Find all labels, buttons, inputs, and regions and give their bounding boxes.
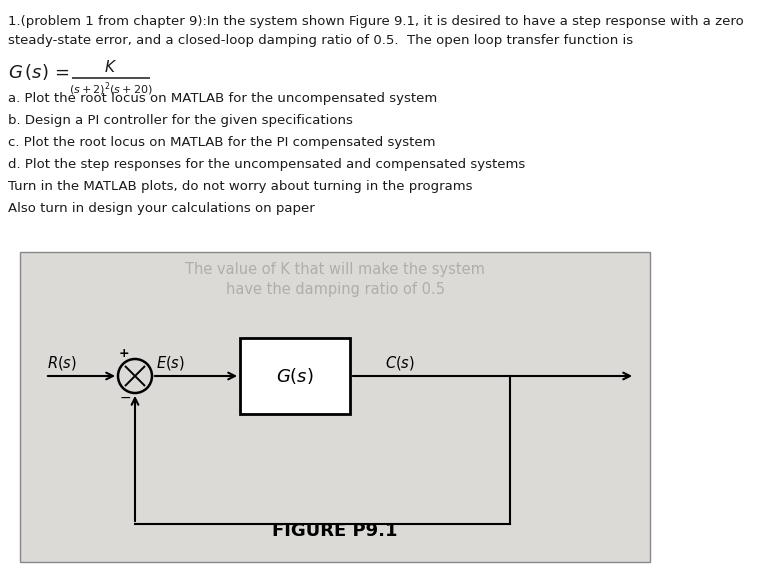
Text: +: + [119,347,130,360]
Bar [240,338,350,414]
Text: −: − [120,391,132,405]
Text: have the damping ratio of 0.5: have the damping ratio of 0.5 [226,282,444,297]
Text: $E(s)$: $E(s)$ [156,354,185,372]
Text: b. Design a PI controller for the given specifications: b. Design a PI controller for the given … [8,114,353,127]
Text: $C(s)$: $C(s)$ [385,354,415,372]
Text: The value of K that will make the system: The value of K that will make the system [185,262,485,277]
Text: c. Plot the root locus on MATLAB for the PI compensated system: c. Plot the root locus on MATLAB for the… [8,136,436,149]
Text: d. Plot the step responses for the uncompensated and compensated systems: d. Plot the step responses for the uncom… [8,158,525,171]
Text: a. Plot the root locus on MATLAB for the uncompensated system: a. Plot the root locus on MATLAB for the… [8,92,437,105]
Text: $G\,(s)\,=$: $G\,(s)\,=$ [8,62,70,82]
Bar [20,252,650,562]
Text: $(s+2)^2(s+20)$: $(s+2)^2(s+20)$ [69,80,153,98]
Text: 1.(problem 1 from chapter 9):In the system shown Figure 9.1, it is desired to ha: 1.(problem 1 from chapter 9):In the syst… [8,15,744,28]
Text: Also turn in design your calculations on paper: Also turn in design your calculations on… [8,202,315,215]
Text: $K$: $K$ [104,59,117,75]
Text: Turn in the MATLAB plots, do not worry about turning in the programs: Turn in the MATLAB plots, do not worry a… [8,180,472,193]
Text: $G(s)$: $G(s)$ [276,366,314,386]
Text: steady-state error, and a closed-loop damping ratio of 0.5.  The open loop trans: steady-state error, and a closed-loop da… [8,34,633,47]
Text: $R(s)$: $R(s)$ [47,354,77,372]
Text: FIGURE P9.1: FIGURE P9.1 [272,522,398,540]
